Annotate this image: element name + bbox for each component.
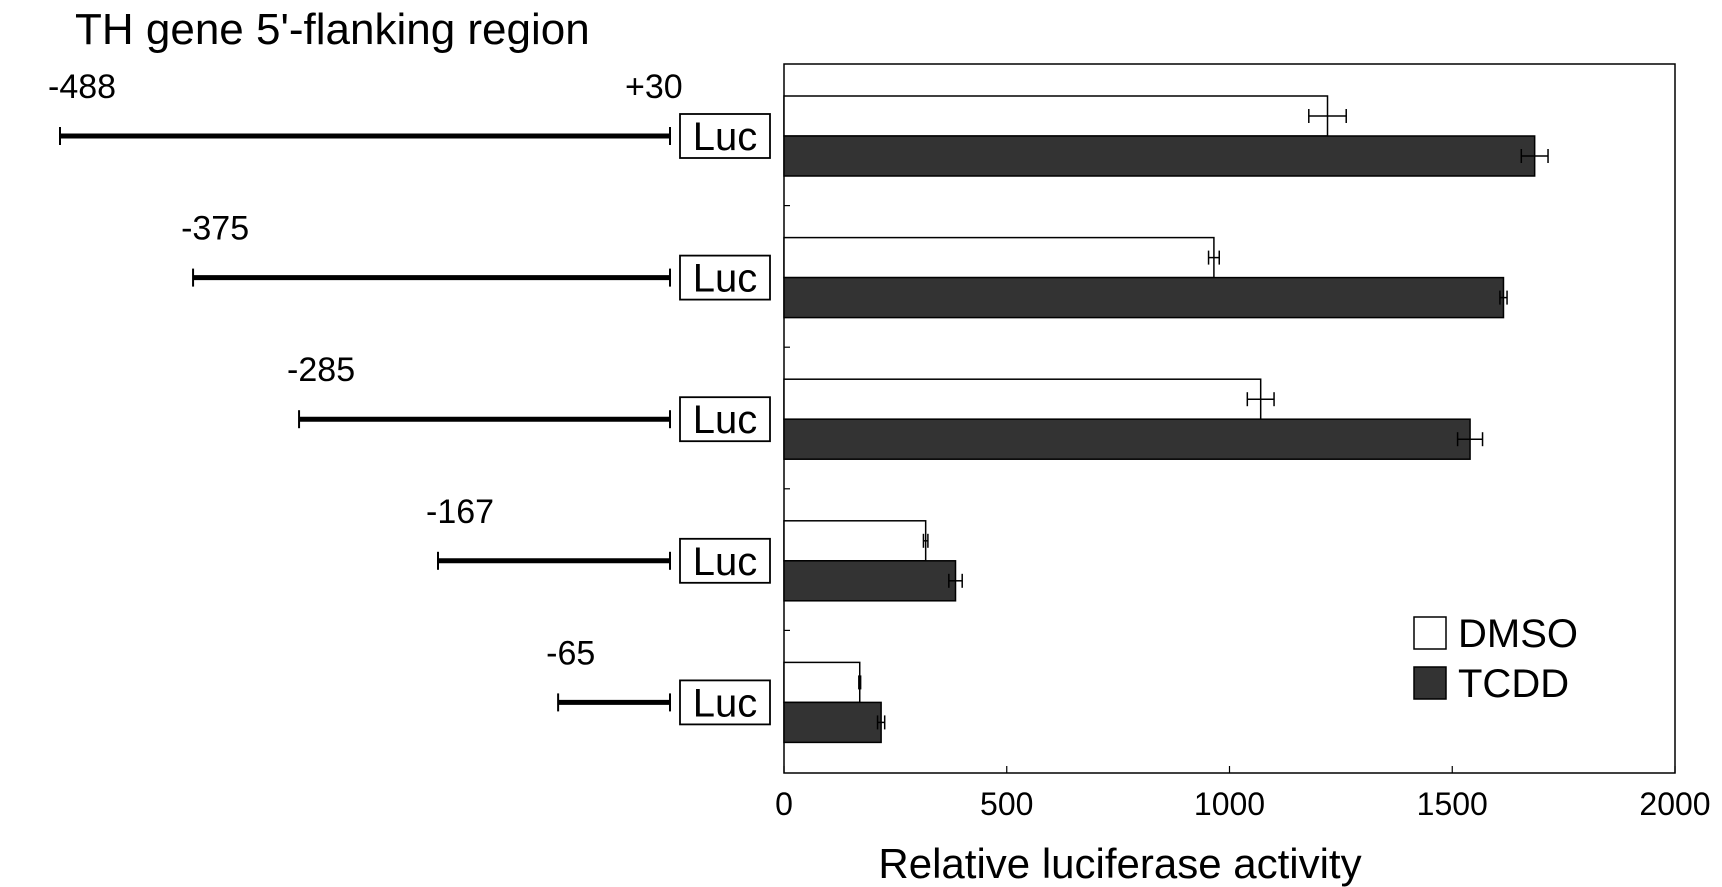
luc-label: Luc: [693, 115, 758, 159]
bar-tcdd: [783, 418, 1471, 460]
bar-dmso: [783, 378, 1262, 420]
bar-tcdd: [783, 135, 1536, 177]
luc-box: [679, 679, 771, 726]
x-tick-label: 1500: [1417, 786, 1488, 822]
x-tick-label: 1000: [1194, 786, 1265, 822]
bar-marks: [783, 95, 1549, 744]
legend-swatch-tcdd: [1413, 666, 1447, 700]
bar-dmso: [783, 236, 1215, 279]
x-tick-label: 500: [980, 786, 1033, 822]
x-tick-label: 2000: [1639, 786, 1710, 822]
luc-box: [679, 113, 771, 159]
luc-label: Luc: [693, 681, 758, 725]
luc-label: Luc: [693, 398, 758, 442]
bar-tcdd: [783, 276, 1505, 319]
bar-tcdd: [783, 701, 882, 744]
bar-dmso: [783, 520, 927, 562]
legend: DMSO TCDD: [1413, 612, 1578, 706]
bar-dmso: [783, 661, 861, 704]
luc-label: Luc: [693, 257, 758, 301]
start-position-label: -167: [426, 493, 494, 531]
x-tick-label: 0: [775, 786, 793, 822]
luc-label: Luc: [693, 540, 758, 584]
luc-box: [679, 254, 771, 301]
construct-diagrams: -488 Luc +30 -375 Luc -285 Luc -167 Luc -65 Luc: [48, 68, 771, 726]
bar-dmso: [783, 95, 1329, 137]
legend-label: TCDD: [1458, 662, 1569, 706]
chart-title: TH gene 5'-flanking region: [75, 5, 590, 54]
end-position-label: +30: [625, 68, 683, 106]
start-position-label: -65: [546, 634, 595, 672]
start-position-label: -375: [181, 210, 249, 248]
start-position-label: -488: [48, 68, 116, 106]
luc-box: [679, 537, 771, 584]
luc-box: [679, 396, 771, 443]
x-axis: 0 500 1000 1500 2000: [775, 766, 1711, 822]
legend-label: DMSO: [1458, 612, 1578, 656]
legend-swatch-dmso: [1413, 616, 1447, 650]
bar-tcdd: [783, 560, 957, 602]
x-axis-title: Relative luciferase activity: [878, 840, 1361, 887]
start-position-label: -285: [287, 351, 355, 389]
